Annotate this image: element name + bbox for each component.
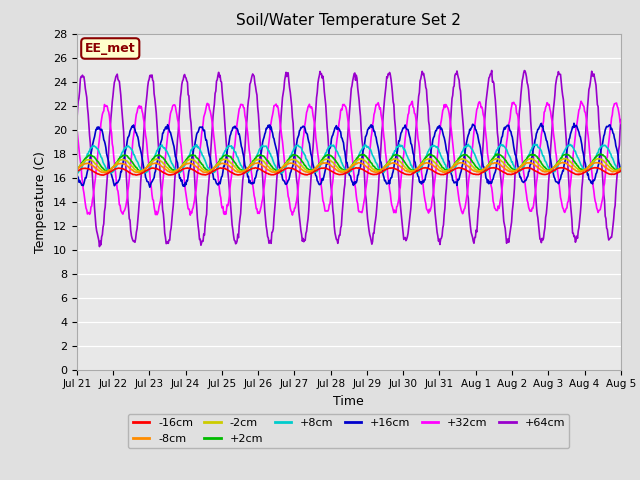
-16cm bbox=[285, 165, 292, 171]
+8cm bbox=[566, 142, 573, 147]
-2cm bbox=[406, 168, 413, 173]
+8cm bbox=[175, 170, 183, 176]
Line: +16cm: +16cm bbox=[77, 123, 621, 187]
+32cm bbox=[285, 195, 292, 201]
+16cm bbox=[285, 177, 292, 182]
-8cm bbox=[138, 168, 145, 174]
-2cm bbox=[73, 166, 81, 172]
-8cm bbox=[617, 166, 625, 172]
+2cm bbox=[137, 168, 145, 174]
+8cm bbox=[73, 170, 81, 176]
-2cm bbox=[436, 165, 444, 171]
-8cm bbox=[237, 169, 245, 175]
+32cm bbox=[237, 102, 245, 108]
+32cm bbox=[186, 212, 194, 218]
Legend: -16cm, -8cm, -2cm, +2cm, +8cm, +16cm, +32cm, +64cm: -16cm, -8cm, -2cm, +2cm, +8cm, +16cm, +3… bbox=[128, 414, 570, 448]
+2cm bbox=[73, 166, 81, 172]
+16cm bbox=[237, 144, 245, 149]
+64cm bbox=[488, 68, 495, 73]
Line: +32cm: +32cm bbox=[77, 101, 621, 215]
+8cm bbox=[436, 150, 444, 156]
+32cm bbox=[264, 144, 272, 150]
Line: -2cm: -2cm bbox=[77, 158, 621, 172]
-16cm bbox=[436, 171, 444, 177]
Line: -16cm: -16cm bbox=[77, 168, 621, 175]
-2cm bbox=[617, 165, 625, 171]
-16cm bbox=[99, 172, 107, 178]
-16cm bbox=[617, 168, 625, 174]
+16cm bbox=[73, 171, 81, 177]
+32cm bbox=[406, 103, 413, 108]
+2cm bbox=[285, 156, 292, 162]
-2cm bbox=[264, 164, 272, 169]
-2cm bbox=[101, 169, 109, 175]
+64cm bbox=[73, 120, 81, 126]
+64cm bbox=[617, 117, 625, 122]
-8cm bbox=[100, 170, 108, 176]
Line: +2cm: +2cm bbox=[77, 154, 621, 171]
-16cm bbox=[138, 170, 145, 176]
+16cm bbox=[436, 123, 444, 129]
+64cm bbox=[138, 171, 145, 177]
+64cm bbox=[264, 235, 272, 241]
+32cm bbox=[436, 130, 444, 136]
+8cm bbox=[137, 166, 145, 172]
-16cm bbox=[237, 171, 245, 177]
+8cm bbox=[285, 158, 292, 164]
-2cm bbox=[285, 158, 292, 164]
+16cm bbox=[264, 122, 272, 128]
+2cm bbox=[406, 166, 413, 172]
+2cm bbox=[237, 167, 245, 173]
+8cm bbox=[406, 158, 413, 164]
+8cm bbox=[617, 168, 625, 174]
+16cm bbox=[146, 184, 154, 190]
-8cm bbox=[73, 167, 81, 172]
+2cm bbox=[617, 165, 625, 171]
-16cm bbox=[406, 172, 413, 178]
+32cm bbox=[577, 98, 585, 104]
+32cm bbox=[617, 120, 625, 126]
+32cm bbox=[73, 124, 81, 130]
-16cm bbox=[264, 171, 272, 177]
Line: +64cm: +64cm bbox=[77, 71, 621, 247]
X-axis label: Time: Time bbox=[333, 395, 364, 408]
+64cm bbox=[237, 198, 245, 204]
+16cm bbox=[570, 120, 578, 126]
+64cm bbox=[285, 78, 292, 84]
+32cm bbox=[137, 104, 145, 109]
+64cm bbox=[95, 244, 103, 250]
Y-axis label: Temperature (C): Temperature (C) bbox=[35, 151, 47, 252]
-8cm bbox=[436, 168, 444, 174]
-2cm bbox=[138, 168, 145, 174]
-16cm bbox=[592, 165, 600, 170]
Title: Soil/Water Temperature Set 2: Soil/Water Temperature Set 2 bbox=[236, 13, 461, 28]
+2cm bbox=[426, 151, 433, 157]
-16cm bbox=[73, 168, 81, 174]
+8cm bbox=[237, 163, 245, 168]
-8cm bbox=[285, 160, 292, 166]
+2cm bbox=[264, 158, 272, 164]
+64cm bbox=[406, 219, 413, 225]
+16cm bbox=[137, 148, 145, 154]
-8cm bbox=[559, 159, 566, 165]
+16cm bbox=[406, 133, 413, 139]
-8cm bbox=[264, 167, 272, 173]
+64cm bbox=[436, 241, 444, 247]
Line: -8cm: -8cm bbox=[77, 162, 621, 173]
Text: EE_met: EE_met bbox=[85, 42, 136, 55]
+2cm bbox=[138, 168, 145, 174]
Line: +8cm: +8cm bbox=[77, 144, 621, 173]
-8cm bbox=[406, 169, 413, 175]
-2cm bbox=[237, 168, 245, 174]
-2cm bbox=[526, 156, 534, 161]
+8cm bbox=[264, 148, 272, 154]
+2cm bbox=[437, 162, 445, 168]
+16cm bbox=[617, 167, 625, 173]
